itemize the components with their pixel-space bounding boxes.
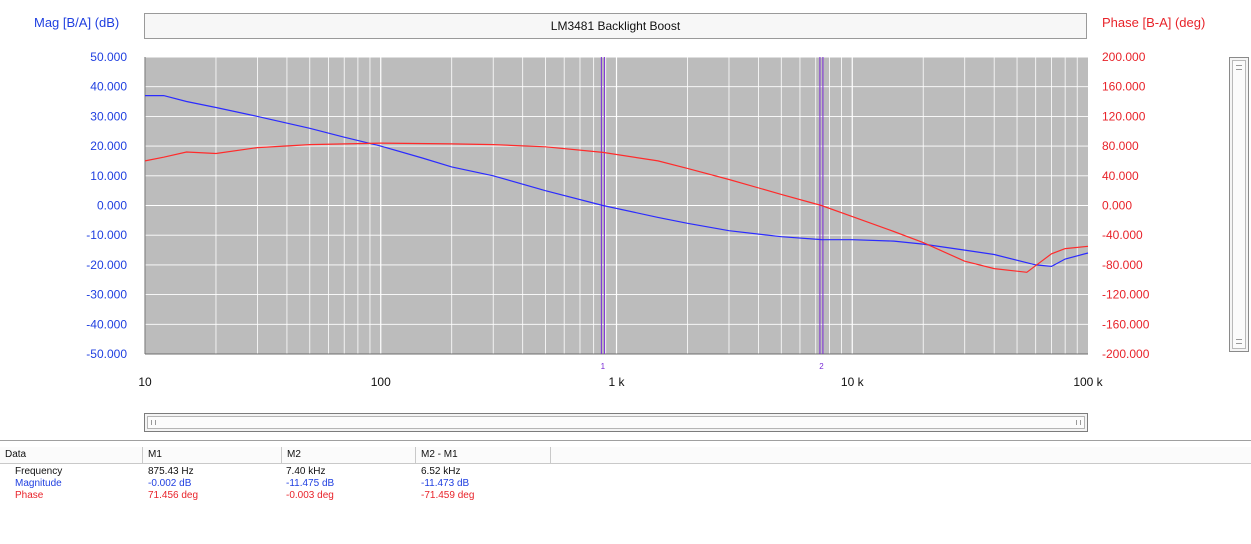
right-tick-label: 120.000 xyxy=(1102,109,1146,123)
table-row-frequency: Frequency 875.43 Hz 7.40 kHz 6.52 kHz xyxy=(0,466,600,478)
left-tick-label: 50.000 xyxy=(90,50,127,64)
right-tick-label: 0.000 xyxy=(1102,199,1132,213)
horizontal-scroll-thumb[interactable] xyxy=(147,416,1085,429)
m1-value: 875.43 Hz xyxy=(148,466,194,477)
m2-value: -0.003 deg xyxy=(286,490,334,501)
x-tick-label: 100 k xyxy=(1073,375,1103,389)
x-tick-label: 1 k xyxy=(608,375,625,389)
left-tick-label: -20.000 xyxy=(86,258,127,272)
right-tick-label: 160.000 xyxy=(1102,80,1146,94)
row-label: Frequency xyxy=(15,466,63,477)
right-tick-label: -160.000 xyxy=(1102,317,1150,331)
right-tick-label: -40.000 xyxy=(1102,228,1143,242)
right-tick-label: -200.000 xyxy=(1102,347,1150,361)
vertical-scroll-thumb[interactable] xyxy=(1232,60,1246,349)
left-tick-label: 30.000 xyxy=(90,109,127,123)
horizontal-scrollbar[interactable] xyxy=(144,413,1088,432)
right-axis-title: Phase [B-A] (deg) xyxy=(1102,15,1206,30)
left-tick-label: 40.000 xyxy=(90,80,127,94)
plot-area: Mag [B/A] (dB) LM3481 Backlight Boost Ph… xyxy=(34,13,1249,432)
left-tick-label: 0.000 xyxy=(97,199,127,213)
left-axis-title: Mag [B/A] (dB) xyxy=(34,15,120,30)
left-tick-label: -30.000 xyxy=(86,288,127,302)
m1-value: 71.456 deg xyxy=(148,490,199,501)
chart-title: LM3481 Backlight Boost xyxy=(144,13,1087,39)
x-tick-label: 10 k xyxy=(841,375,865,389)
grip-bottom-icon xyxy=(1236,339,1242,344)
magnitude-series-line xyxy=(145,94,1089,268)
right-tick-label: 80.000 xyxy=(1102,139,1139,153)
header-m2: M2 xyxy=(282,447,416,463)
grip-right-icon xyxy=(1076,420,1081,425)
x-tick-label: 100 xyxy=(371,375,391,389)
header-data: Data xyxy=(0,447,143,463)
right-tick-label: 40.000 xyxy=(1102,169,1139,183)
x-tick-label: 10 xyxy=(138,375,152,389)
row-label: Magnitude xyxy=(15,478,62,489)
left-tick-label: 10.000 xyxy=(90,169,127,183)
grip-top-icon xyxy=(1236,65,1242,70)
table-row-magnitude: Magnitude -0.002 dB -11.475 dB -11.473 d… xyxy=(0,478,600,490)
table-row-phase: Phase 71.456 deg -0.003 deg -71.459 deg xyxy=(0,490,600,502)
header-m2-minus-m1: M2 - M1 xyxy=(416,447,551,463)
left-tick-label: -10.000 xyxy=(86,228,127,242)
left-tick-label: 20.000 xyxy=(90,139,127,153)
marker-data-panel: Data M1 M2 M2 - M1 Frequency 875.43 Hz 7… xyxy=(0,440,1251,544)
row-label: Phase xyxy=(15,490,44,501)
right-tick-label: -80.000 xyxy=(1102,258,1143,272)
m2-value: 7.40 kHz xyxy=(286,466,326,477)
diff-value: 6.52 kHz xyxy=(421,466,461,477)
chart-canvas: 50.00040.00030.00020.00010.0000.000-10.0… xyxy=(86,50,1150,389)
right-tick-label: -120.000 xyxy=(1102,288,1150,302)
right-tick-label: 200.000 xyxy=(1102,50,1146,64)
diff-value: -71.459 deg xyxy=(421,490,475,501)
m1-value: -0.002 dB xyxy=(148,478,192,489)
diff-value: -11.473 dB xyxy=(421,478,470,489)
header-m1: M1 xyxy=(143,447,282,463)
phase-series-line xyxy=(144,142,1089,273)
left-tick-label: -50.000 xyxy=(86,347,127,361)
left-tick-label: -40.000 xyxy=(86,317,127,331)
grip-left-icon xyxy=(151,420,156,425)
marker-label: 2 xyxy=(819,362,824,371)
m2-value: -11.475 dB xyxy=(286,478,335,489)
marker-table-header: Data M1 M2 M2 - M1 xyxy=(0,447,1251,464)
marker-label: 1 xyxy=(601,362,606,371)
vertical-scrollbar[interactable] xyxy=(1229,57,1249,352)
